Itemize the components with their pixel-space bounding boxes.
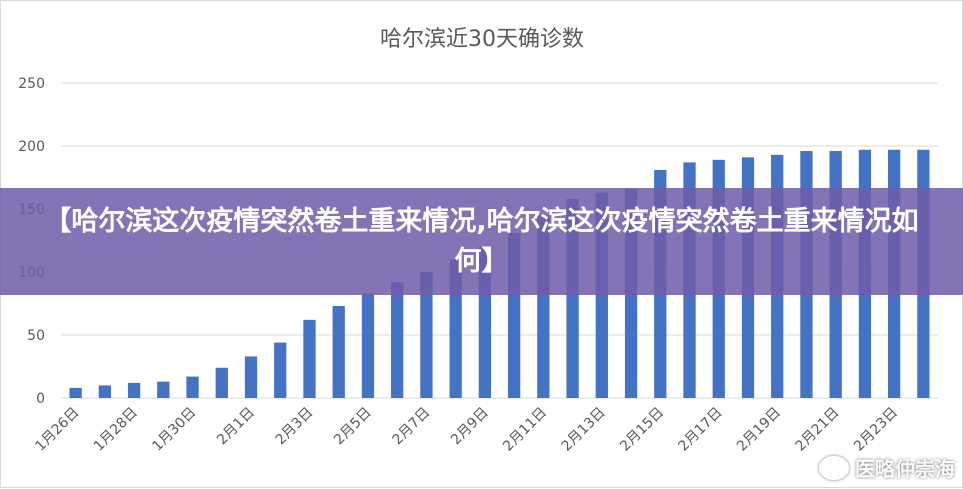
x-tick-label: 1月30日 <box>149 405 199 455</box>
bar <box>391 282 404 398</box>
weibo-icon <box>819 455 849 480</box>
watermark-text: 医略仲崇海 <box>855 457 955 481</box>
x-tick-label: 1月28日 <box>91 405 141 455</box>
x-tick-label: 2月3日 <box>273 405 317 449</box>
x-tick-label: 2月1日 <box>214 405 258 449</box>
bar <box>361 293 375 398</box>
x-tick-label: 2月5日 <box>331 405 375 449</box>
bar <box>186 376 199 398</box>
headline-text: 【哈尔滨这次疫情突然卷土重来情况,哈尔滨这次疫情突然卷土重来情况如何】 <box>44 205 919 277</box>
x-tick-label: 2月13日 <box>559 405 609 455</box>
y-tick-label: 50 <box>27 328 45 344</box>
x-tick-label: 2月19日 <box>734 405 784 455</box>
bar <box>69 387 82 398</box>
bar <box>98 385 111 398</box>
y-tick-label: 250 <box>18 76 45 92</box>
x-tick-label: 2月23日 <box>851 405 901 455</box>
x-tick-label: 2月9日 <box>448 405 492 449</box>
bar <box>157 381 170 398</box>
bar <box>127 382 141 398</box>
x-tick-label: 2月21日 <box>792 405 842 455</box>
bar <box>332 306 345 398</box>
x-axis-labels: 1月26日 1月28日 1月30日 2月1日 2月3日 2月5日 2月7日 2月9日 2月11日… <box>32 405 901 455</box>
bar <box>215 367 228 398</box>
bar <box>244 356 258 398</box>
x-tick-label: 1月26日 <box>32 405 82 455</box>
y-tick-label: 0 <box>36 391 45 407</box>
x-tick-label: 2月17日 <box>676 405 726 455</box>
chart-title: 哈尔滨近30天确诊数 <box>380 27 584 52</box>
x-tick-label: 2月11日 <box>500 405 550 455</box>
y-tick-label: 200 <box>18 139 45 155</box>
headline-banner: 【哈尔滨这次疫情突然卷土重来情况,哈尔滨这次疫情突然卷土重来情况如何】 <box>0 188 963 295</box>
bar <box>303 319 316 398</box>
bar <box>274 342 287 398</box>
bar <box>420 272 433 398</box>
watermark: 医略仲崇海 <box>819 453 955 482</box>
x-tick-label: 2月7日 <box>390 405 434 449</box>
x-tick-label: 2月15日 <box>617 405 667 455</box>
